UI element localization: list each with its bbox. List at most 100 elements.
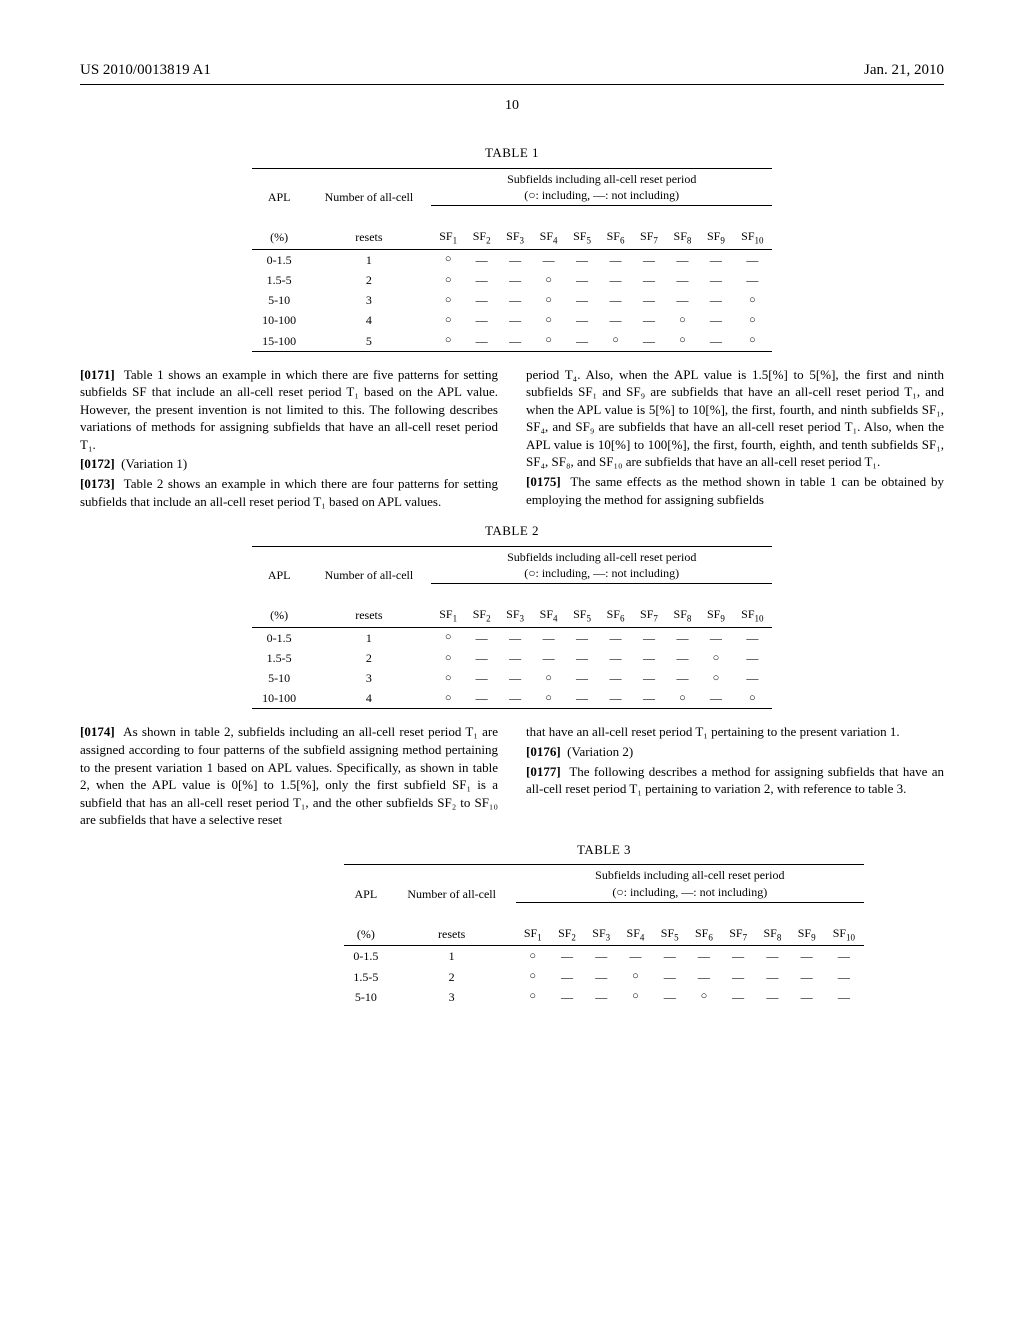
cell-sf: ○ bbox=[532, 688, 565, 709]
cell-sf: ○ bbox=[699, 668, 732, 688]
table-2-grid: APL Number of all-cell Subfields includi… bbox=[252, 546, 772, 710]
cell-sf: — bbox=[687, 946, 721, 967]
col-left-2: [0174] As shown in table 2, subfields in… bbox=[80, 723, 498, 830]
cell-sf: — bbox=[465, 688, 498, 709]
sf-label: SF7 bbox=[632, 226, 665, 249]
sf-header bbox=[599, 584, 632, 605]
cell-sf: — bbox=[721, 987, 755, 1007]
cell-sf: — bbox=[666, 627, 699, 648]
cell-sf: ○ bbox=[666, 331, 699, 352]
cell-sf: — bbox=[666, 290, 699, 310]
col-right-1: period T₄. Also, when the APL value is 1… bbox=[526, 366, 944, 512]
cell-apl: 10-100 bbox=[252, 310, 306, 330]
cell-sf: — bbox=[599, 270, 632, 290]
sf-label: SF8 bbox=[666, 604, 699, 627]
cell-sf: — bbox=[498, 648, 531, 668]
cell-sf: — bbox=[632, 249, 665, 270]
cell-sf: — bbox=[465, 648, 498, 668]
paragraph: [0177] The following describes a method … bbox=[526, 763, 944, 798]
sf-label: SF1 bbox=[431, 226, 464, 249]
cell-sf: — bbox=[599, 310, 632, 330]
doc-number: US 2010/0013819 A1 bbox=[80, 60, 211, 80]
sf-label: SF3 bbox=[498, 604, 531, 627]
sf-label: SF2 bbox=[465, 226, 498, 249]
cell-sf: — bbox=[699, 331, 732, 352]
cell-resets: 2 bbox=[306, 270, 431, 290]
cell-sf: — bbox=[465, 270, 498, 290]
cell-sf: ○ bbox=[516, 987, 550, 1007]
cell-sf: — bbox=[733, 627, 772, 648]
cell-sf: — bbox=[584, 946, 618, 967]
cell-sf: — bbox=[733, 668, 772, 688]
sf-header bbox=[824, 902, 864, 923]
cell-sf: ○ bbox=[532, 331, 565, 352]
col-num: Number of all-cell bbox=[306, 168, 431, 226]
col-resets: resets bbox=[306, 226, 431, 249]
sf-label: SF3 bbox=[584, 923, 618, 946]
sf-label: SF5 bbox=[565, 604, 598, 627]
sf-header bbox=[565, 584, 598, 605]
cell-sf: — bbox=[632, 688, 665, 709]
col-num: Number of all-cell bbox=[306, 546, 431, 604]
cell-sf: — bbox=[755, 946, 789, 967]
sf-header bbox=[653, 902, 687, 923]
cell-sf: — bbox=[699, 270, 732, 290]
paragraph: [0176] (Variation 2) bbox=[526, 743, 944, 761]
cell-resets: 3 bbox=[306, 290, 431, 310]
cell-sf: ○ bbox=[532, 290, 565, 310]
table-row: 0-1.51○————————— bbox=[252, 627, 772, 648]
cell-sf: ○ bbox=[431, 290, 464, 310]
sf-header bbox=[599, 206, 632, 227]
table-row: 0-1.51○————————— bbox=[252, 249, 772, 270]
cell-sf: — bbox=[699, 627, 732, 648]
cell-sf: ○ bbox=[666, 310, 699, 330]
cell-sf: ○ bbox=[431, 331, 464, 352]
cell-sf: — bbox=[565, 310, 598, 330]
table-row: 5-103○——○————○— bbox=[252, 668, 772, 688]
cell-sf: — bbox=[699, 290, 732, 310]
cell-sf: — bbox=[599, 290, 632, 310]
cell-sf: — bbox=[721, 946, 755, 967]
cell-sf: — bbox=[632, 290, 665, 310]
cell-apl: 5-10 bbox=[252, 290, 306, 310]
cell-resets: 3 bbox=[306, 668, 431, 688]
cell-sf: — bbox=[618, 946, 652, 967]
sf-label: SF2 bbox=[550, 923, 584, 946]
cell-apl: 0-1.5 bbox=[252, 249, 306, 270]
col-pct: (%) bbox=[252, 226, 306, 249]
cell-sf: — bbox=[498, 331, 531, 352]
cell-sf: ○ bbox=[431, 310, 464, 330]
sf-header bbox=[666, 584, 699, 605]
cell-sf: ○ bbox=[733, 688, 772, 709]
sf-label: SF7 bbox=[721, 923, 755, 946]
sf-header bbox=[687, 902, 721, 923]
cell-sf: ○ bbox=[431, 688, 464, 709]
table-3-grid: APL Number of all-cell Subfields includi… bbox=[344, 864, 864, 1007]
cell-sf: — bbox=[584, 987, 618, 1007]
sf-header bbox=[632, 206, 665, 227]
cell-sf: ○ bbox=[618, 987, 652, 1007]
cell-sf: — bbox=[465, 668, 498, 688]
cell-sf: — bbox=[532, 249, 565, 270]
cell-sf: — bbox=[550, 946, 584, 967]
paragraph: [0173] Table 2 shows an example in which… bbox=[80, 475, 498, 510]
cell-sf: ○ bbox=[431, 270, 464, 290]
cell-sf: — bbox=[498, 688, 531, 709]
cell-sf: — bbox=[653, 967, 687, 987]
sf-header bbox=[790, 902, 824, 923]
sf-header bbox=[532, 584, 565, 605]
table-3: TABLE 3 APL Number of all-cell Subfields… bbox=[344, 841, 864, 1007]
cell-sf: — bbox=[498, 290, 531, 310]
cell-sf: — bbox=[653, 946, 687, 967]
cell-sf: — bbox=[565, 249, 598, 270]
cell-sf: ○ bbox=[687, 987, 721, 1007]
cell-apl: 0-1.5 bbox=[252, 627, 306, 648]
sf-header bbox=[584, 902, 618, 923]
sf-label: SF5 bbox=[565, 226, 598, 249]
table-row: 10-1004○——○———○—○ bbox=[252, 310, 772, 330]
cell-sf: — bbox=[790, 987, 824, 1007]
table-row: 0-1.51○————————— bbox=[344, 946, 864, 967]
col-span: Subfields including all-cell reset perio… bbox=[431, 168, 772, 205]
cell-sf: ○ bbox=[733, 310, 772, 330]
sf-header bbox=[666, 206, 699, 227]
